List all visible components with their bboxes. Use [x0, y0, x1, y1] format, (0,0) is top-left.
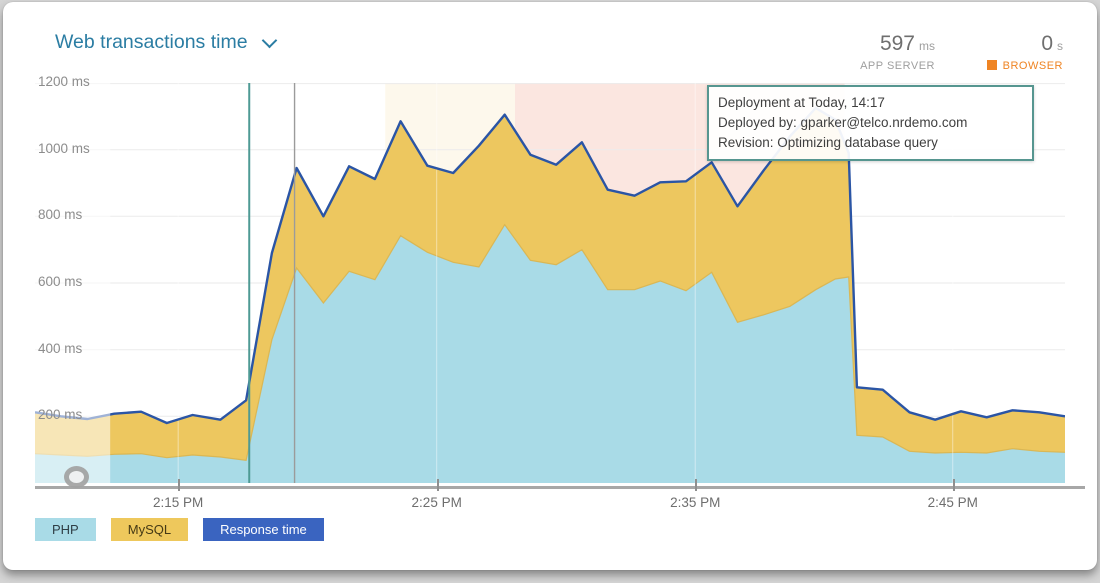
browser-swatch-icon — [986, 60, 997, 70]
x-axis-label: 2:35 PM — [670, 495, 721, 510]
resolution-indicator-icon — [64, 466, 89, 488]
deployment-tooltip: Deployment at Today, 14:17 Deployed by: g… — [707, 85, 1034, 161]
tooltip-line: Revision: Optimizing database query — [718, 135, 938, 150]
app-server-value: 597 ms — [879, 32, 935, 55]
app-server-stat: 597 ms APP SERVER — [860, 32, 935, 73]
x-axis-tick — [178, 479, 181, 491]
page-title: Web transactions time — [55, 31, 248, 53]
browser-label: BROWSER — [986, 60, 1063, 72]
chart-legend: PHP MySQL Response time — [35, 518, 339, 541]
y-axis-label: 1000 ms — [38, 140, 90, 156]
tooltip-line: Deployed by: gparker@telco.nrdemo.com — [718, 115, 968, 130]
x-axis-label: 2:45 PM — [927, 495, 978, 510]
y-axis-label: 800 ms — [38, 207, 83, 223]
x-axis-label: 2:15 PM — [153, 495, 204, 510]
x-axis-tick — [952, 479, 955, 491]
mysql-area — [35, 108, 1065, 461]
response-time-line — [35, 106, 1065, 425]
chart-plot-area[interactable] — [35, 83, 1065, 483]
x-axis-tick — [436, 479, 439, 491]
app-server-label: APP SERVER — [860, 60, 935, 72]
legend-chip-mysql[interactable]: MySQL — [110, 518, 189, 541]
php-area — [35, 224, 1065, 483]
chart-title-dropdown[interactable]: Web transactions time — [55, 31, 277, 54]
chevron-down-icon — [261, 32, 277, 49]
php-area-edge — [35, 223, 1065, 461]
fade-overlay — [35, 83, 111, 483]
x-axis-line — [35, 486, 1085, 489]
y-axis-label: 200 ms — [38, 407, 83, 423]
y-axis-label: 600 ms — [38, 274, 83, 289]
x-axis-label: 2:25 PM — [411, 495, 462, 510]
legend-chip-php[interactable]: PHP — [35, 518, 96, 541]
x-axis-tick — [695, 479, 698, 491]
legend-chip-response-time[interactable]: Response time — [203, 518, 324, 541]
tooltip-line: Deployment at Today, 14:17 — [718, 95, 885, 110]
y-axis-label: 1200 ms — [38, 74, 90, 89]
y-axis-label: 400 ms — [38, 340, 83, 356]
